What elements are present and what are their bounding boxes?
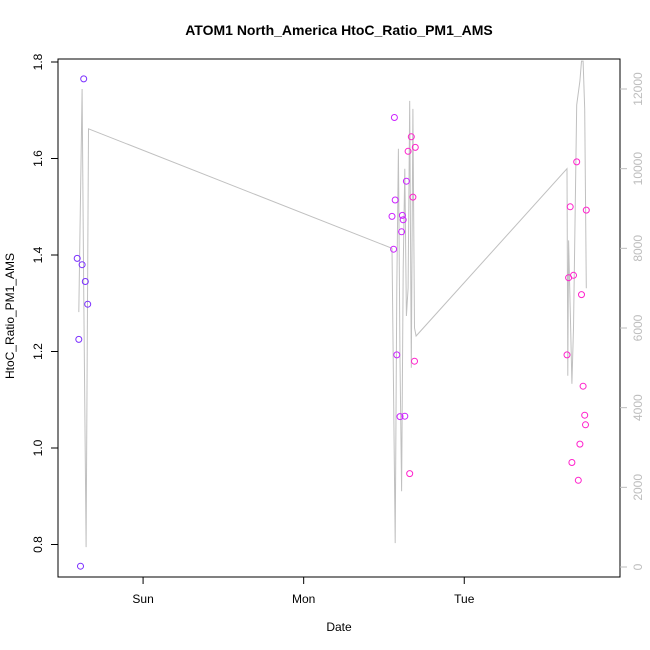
data-point xyxy=(579,382,587,390)
x-axis-label: Date xyxy=(326,620,352,634)
data-point xyxy=(390,114,398,121)
x-tick-label: Sun xyxy=(132,592,153,606)
data-point xyxy=(75,335,83,343)
data-point xyxy=(390,245,398,253)
data-point xyxy=(574,476,582,484)
data-point xyxy=(80,75,88,83)
data-point xyxy=(570,271,577,279)
data-point xyxy=(393,351,401,359)
line-series xyxy=(78,60,587,548)
y-tick-label: 0.8 xyxy=(31,536,45,553)
x-tick-label: Tue xyxy=(454,592,475,606)
data-point xyxy=(578,291,585,299)
data-point xyxy=(407,133,415,141)
y-tick-label: 1.4 xyxy=(31,246,45,263)
data-point xyxy=(576,440,584,448)
data-point xyxy=(399,216,407,224)
y2-tick-label: 6000 xyxy=(631,314,645,341)
data-point xyxy=(581,411,589,419)
y2-axis: 0 2000 4000 6000 8000 10000 12000 xyxy=(620,72,645,570)
y-axis-label: HtoC_Ratio_PM1_AMS xyxy=(3,253,17,379)
data-point xyxy=(568,459,576,466)
y2-tick-label: 0 xyxy=(631,563,645,570)
chart-title: ATOM1 North_America HtoC_Ratio_PM1_AMS xyxy=(185,22,493,38)
y2-tick-label: 4000 xyxy=(631,394,645,421)
data-point xyxy=(411,143,419,151)
data-point xyxy=(391,196,399,204)
data-point xyxy=(406,470,414,478)
line-series-path xyxy=(78,60,587,548)
data-point xyxy=(566,203,574,211)
data-point xyxy=(582,421,589,429)
data-point xyxy=(396,413,404,421)
data-point xyxy=(84,300,92,308)
y-tick-label: 1.8 xyxy=(31,53,45,70)
y2-tick-label: 10000 xyxy=(631,152,645,186)
y2-tick-label: 12000 xyxy=(631,72,645,106)
data-point xyxy=(404,147,412,155)
data-point xyxy=(388,212,396,220)
data-point xyxy=(411,357,418,365)
data-point xyxy=(573,158,581,166)
data-point xyxy=(582,206,590,214)
plot-frame xyxy=(57,58,621,578)
x-axis: Sun Mon Tue xyxy=(132,577,475,606)
data-point xyxy=(398,211,406,219)
data-point xyxy=(402,177,410,185)
data-point xyxy=(81,278,89,285)
y-axis: 0.8 1.0 1.2 1.4 1.6 1.8 xyxy=(31,53,58,553)
data-point xyxy=(401,412,409,420)
y-tick-label: 1.0 xyxy=(31,439,45,456)
data-point xyxy=(398,228,406,236)
y2-tick-label: 8000 xyxy=(631,235,645,262)
data-point xyxy=(73,254,81,262)
data-point xyxy=(409,193,417,201)
y-tick-label: 1.6 xyxy=(31,150,45,167)
x-tick-label: Mon xyxy=(292,592,315,606)
data-point xyxy=(77,562,84,570)
y2-tick-label: 2000 xyxy=(631,474,645,501)
y-tick-label: 1.2 xyxy=(31,343,45,360)
point-series xyxy=(73,75,590,570)
data-point xyxy=(563,351,571,359)
data-point xyxy=(78,261,86,269)
